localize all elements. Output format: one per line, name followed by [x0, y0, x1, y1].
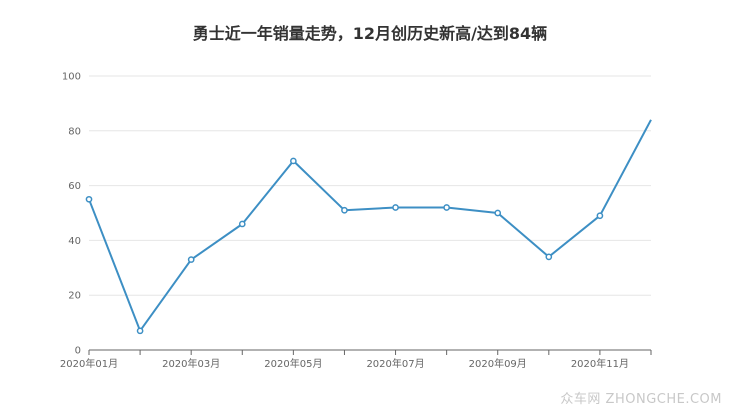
data-point-1 — [85, 195, 93, 203]
x-tick-label-1: 2020年01月 — [60, 357, 118, 370]
y-tick-label-40: 40 — [68, 236, 81, 247]
data-point-3 — [187, 256, 195, 263]
data-point-6 — [341, 206, 348, 214]
x-tick-label-11: 2020年11月 — [571, 357, 629, 370]
x-tick-label-9: 2020年09月 — [469, 357, 527, 370]
grid-lines — [89, 75, 651, 296]
axes — [88, 349, 652, 355]
data-point-7 — [392, 204, 399, 211]
data-point-5 — [290, 157, 297, 165]
y-tick-label-20: 20 — [68, 291, 81, 302]
data-point-8 — [443, 204, 450, 211]
tick-labels: 0 20 40 60 80 100 2020年01月 2020年03月 2020年05月 2020… — [60, 72, 629, 371]
data-point-10 — [545, 253, 553, 261]
watermark: 众车网 ZHONGCHE.COM — [560, 392, 722, 407]
data-point-9 — [494, 209, 502, 217]
data-point-11 — [596, 212, 604, 220]
data-point-2 — [136, 327, 144, 335]
x-tick-label-3: 2020年03月 — [162, 357, 220, 370]
series — [85, 119, 652, 335]
y-tick-label-0: 0 — [75, 346, 81, 357]
y-tick-label-80: 80 — [68, 126, 81, 137]
y-tick-label-100: 100 — [62, 72, 81, 83]
x-tick-label-7: 2020年07月 — [366, 357, 424, 370]
y-tick-label-60: 60 — [68, 181, 81, 192]
data-point-4 — [238, 220, 246, 228]
chart-title: 勇士近一年销量走势，12月创历史新高/达到84辆 — [192, 24, 548, 43]
series-line — [88, 119, 652, 332]
x-tick-label-5: 2020年05月 — [264, 357, 322, 370]
